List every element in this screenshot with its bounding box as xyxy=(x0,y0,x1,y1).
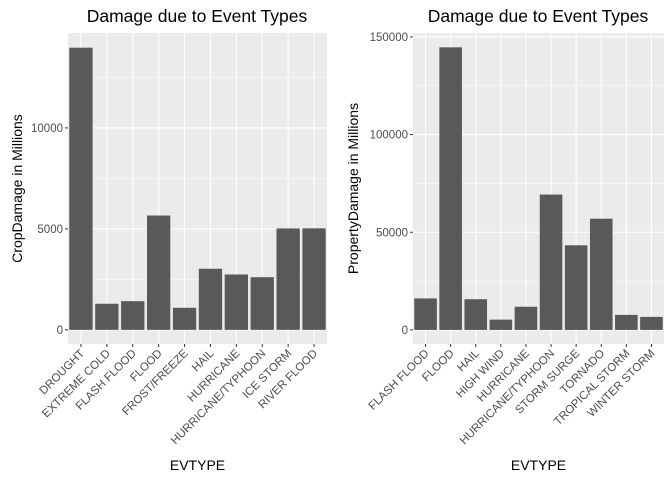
chart-title: Damage due to Event Types xyxy=(87,6,308,26)
bar xyxy=(414,298,437,330)
bar xyxy=(514,306,538,330)
property-damage-chart: Damage due to Event Types 0 50000 100000 15… xyxy=(345,6,664,473)
x-axis-title: EVTYPE xyxy=(170,457,225,473)
crop-damage-chart: Damage due to Event Types 0 5000 10000 DRO… xyxy=(9,6,327,473)
bar xyxy=(69,47,93,330)
bar xyxy=(640,316,663,330)
y-tick-label: 0 xyxy=(57,325,63,337)
y-axis-ticks: 0 5000 10000 xyxy=(31,123,68,337)
y-tick-label: 0 xyxy=(402,325,408,337)
bars xyxy=(69,47,326,330)
bar xyxy=(250,277,274,330)
bar xyxy=(224,274,249,330)
bar xyxy=(464,299,488,330)
y-tick-label: 5000 xyxy=(37,224,63,236)
y-axis-title: CropDamage in Millions xyxy=(9,114,25,263)
y-tick-label: 50000 xyxy=(376,227,408,239)
x-tick-label: FLASH FLOOD xyxy=(367,348,432,413)
bar xyxy=(95,303,119,330)
y-tick-label: 150000 xyxy=(370,32,408,44)
y-axis-title: PropertyDamage in Millions xyxy=(345,103,361,274)
bars xyxy=(414,47,663,330)
x-axis-title: EVTYPE xyxy=(511,457,566,473)
bar xyxy=(302,228,326,330)
bar xyxy=(615,314,638,330)
chart-title: Damage due to Event Types xyxy=(428,6,649,26)
bar xyxy=(539,194,563,330)
bar xyxy=(564,245,588,330)
bar xyxy=(198,268,223,330)
bar xyxy=(121,301,145,330)
bar xyxy=(172,307,197,330)
bar xyxy=(489,319,513,330)
bar xyxy=(439,47,462,330)
bar xyxy=(589,218,613,330)
bar xyxy=(276,228,300,330)
y-tick-label: 10000 xyxy=(31,123,63,135)
y-axis-ticks: 0 50000 100000 150000 xyxy=(370,32,413,337)
y-tick-label: 100000 xyxy=(370,130,408,142)
bar xyxy=(146,215,171,330)
